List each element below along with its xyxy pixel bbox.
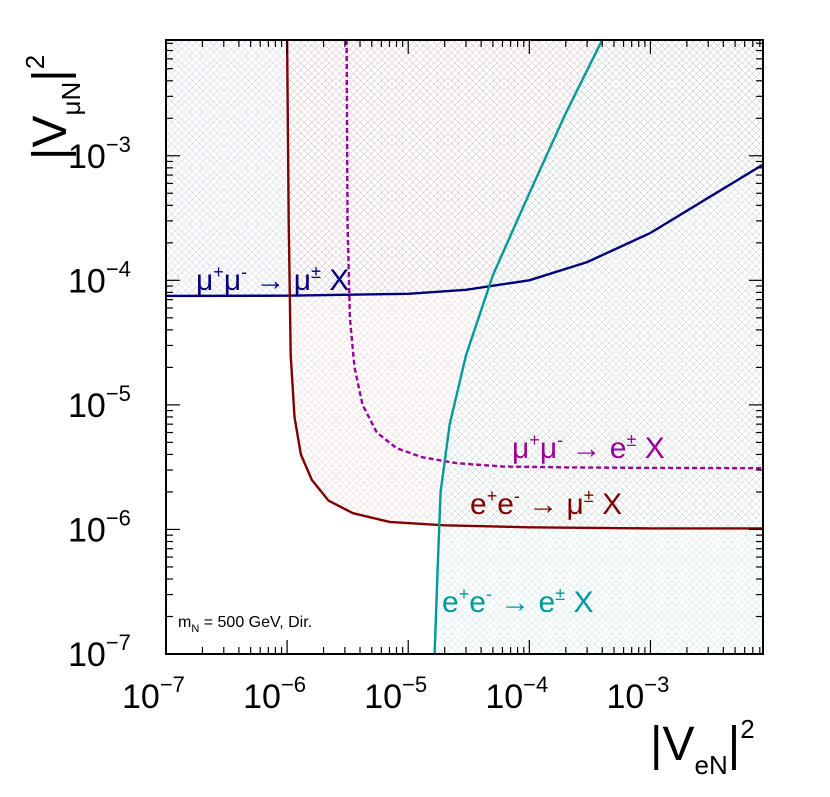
y-tick-label: 10−5	[68, 381, 131, 425]
y-tick-label: 10−6	[68, 505, 131, 549]
x-axis-tick-labels: 10−7 10−6 10−5 10−4 10−3	[122, 672, 669, 716]
x-tick-label: 10−5	[364, 672, 427, 716]
curve-label: e+e- → e± X	[442, 584, 594, 619]
y-axis-title: |VμN|2	[20, 55, 86, 160]
y-tick-label: 10−3	[68, 132, 131, 176]
plot-frame	[165, 39, 764, 655]
curve-labels: μ+μ- → μ± X μ+μ- → e± X e+e- → μ± X e+e- → …	[196, 262, 665, 619]
mass-annotation: mN = 500 GeV, Dir.	[178, 614, 312, 635]
x-axis-title: |VeN|2	[650, 714, 755, 780]
x-tick-label: 10−7	[122, 672, 185, 716]
y-axis-ticks	[166, 42, 763, 655]
x-axis-ticks	[165, 40, 761, 654]
x-tick-label: 10−6	[243, 672, 306, 716]
excluded-region	[434, 40, 763, 654]
y-tick-label: 10−4	[68, 256, 131, 300]
excluded-regions	[166, 40, 763, 654]
series-line	[433, 40, 604, 654]
series-line	[285, 40, 763, 530]
curve-label: e+e- → μ± X	[470, 486, 622, 521]
y-axis-tick-labels: 10−7 10−6 10−5 10−4 10−3	[68, 132, 131, 674]
x-tick-label: 10−3	[606, 672, 669, 716]
y-tick-label: 10−7	[68, 630, 131, 674]
x-tick-label: 10−4	[485, 672, 548, 716]
curve-label: μ+μ- → e± X	[512, 430, 665, 465]
series-line	[345, 40, 763, 470]
curves	[166, 40, 763, 654]
series-line	[166, 163, 763, 298]
curve-label: μ+μ- → μ± X	[196, 262, 349, 297]
